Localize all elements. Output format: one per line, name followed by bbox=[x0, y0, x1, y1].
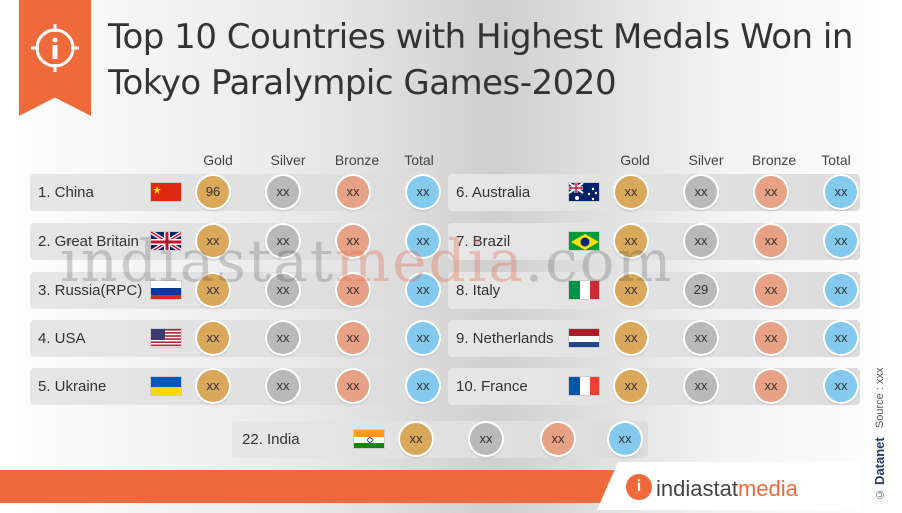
italy-flag bbox=[568, 280, 600, 300]
country-label: 3. Russia(RPC) bbox=[38, 282, 143, 299]
bronze-medal-count: xx bbox=[755, 370, 787, 402]
total-medal-count: xx bbox=[825, 274, 857, 306]
france-flag bbox=[568, 376, 600, 396]
total-medal-count: xx bbox=[825, 225, 857, 257]
netherlands-flag bbox=[568, 328, 600, 348]
ukraine-flag bbox=[150, 376, 182, 396]
country-row: 7. Brazil xx xx xx xx bbox=[448, 223, 860, 260]
header-silver-right: Silver bbox=[688, 152, 724, 168]
total-medal-count: xx bbox=[407, 274, 439, 306]
country-label: 5. Ukraine bbox=[38, 378, 107, 395]
usa-flag bbox=[150, 328, 182, 348]
bronze-medal-count: xx bbox=[542, 423, 574, 455]
silver-medal-count: 29 bbox=[685, 274, 717, 306]
bronze-medal-count: xx bbox=[337, 176, 369, 208]
total-medal-count: xx bbox=[825, 322, 857, 354]
country-row: 4. USA xx xx xx xx bbox=[30, 320, 439, 357]
gold-medal-count: xx bbox=[197, 274, 229, 306]
header-bronze-left: Bronze bbox=[334, 152, 380, 168]
title-line-1: Top 10 Countries with Highest Medals Won… bbox=[108, 17, 853, 57]
gold-medal-count: 96 bbox=[197, 176, 229, 208]
gold-medal-count: xx bbox=[615, 274, 647, 306]
silver-medal-count: xx bbox=[267, 322, 299, 354]
total-medal-count: xx bbox=[407, 225, 439, 257]
silver-medal-count: xx bbox=[267, 370, 299, 402]
country-label: 9. Netherlands bbox=[456, 330, 554, 347]
page-title: Top 10 Countries with Highest Medals Won… bbox=[108, 14, 878, 106]
copyright-symbol: © bbox=[874, 488, 886, 500]
total-medal-count: xx bbox=[407, 176, 439, 208]
silver-medal-count: xx bbox=[267, 225, 299, 257]
bronze-medal-count: xx bbox=[755, 322, 787, 354]
country-row: 8. Italy xx 29 xx xx bbox=[448, 272, 860, 309]
country-label: 10. France bbox=[456, 378, 528, 395]
header-gold-left: Gold bbox=[203, 152, 233, 168]
country-label: 8. Italy bbox=[456, 282, 501, 299]
bronze-medal-count: xx bbox=[755, 225, 787, 257]
silver-medal-count: xx bbox=[685, 322, 717, 354]
bronze-medal-count: xx bbox=[337, 370, 369, 402]
country-row: 10. France xx xx xx xx bbox=[448, 368, 860, 405]
bronze-medal-count: xx bbox=[755, 274, 787, 306]
bronze-medal-count: xx bbox=[337, 225, 369, 257]
country-row: 1. China 96 xx xx xx bbox=[30, 174, 439, 211]
header-bronze-right: Bronze bbox=[751, 152, 797, 168]
bronze-medal-count: xx bbox=[755, 176, 787, 208]
silver-medal-count: xx bbox=[470, 423, 502, 455]
silver-medal-count: xx bbox=[685, 370, 717, 402]
silver-medal-count: xx bbox=[685, 225, 717, 257]
header-gold-right: Gold bbox=[620, 152, 650, 168]
logo-part-2: media bbox=[737, 476, 798, 501]
gold-medal-count: xx bbox=[615, 225, 647, 257]
total-medal-count: xx bbox=[825, 176, 857, 208]
source-text: Source : xxx bbox=[874, 367, 886, 429]
title-line-2: Tokyo Paralympic Games-2020 bbox=[108, 63, 617, 103]
gold-medal-count: xx bbox=[197, 322, 229, 354]
gold-medal-count: xx bbox=[615, 176, 647, 208]
bronze-medal-count: xx bbox=[337, 274, 369, 306]
header-total-left: Total bbox=[404, 152, 434, 168]
country-row: 6. Australia xx xx xx xx bbox=[448, 174, 860, 211]
china-flag bbox=[150, 182, 182, 202]
country-row: 22. India xx xx xx xx bbox=[232, 421, 648, 458]
total-medal-count: xx bbox=[825, 370, 857, 402]
country-label: 2. Great Britain bbox=[38, 233, 139, 250]
logo-info-icon: i bbox=[626, 474, 652, 500]
silver-medal-count: xx bbox=[267, 176, 299, 208]
gold-medal-count: xx bbox=[400, 423, 432, 455]
gold-medal-count: xx bbox=[615, 370, 647, 402]
country-label: 7. Brazil bbox=[456, 233, 511, 250]
header-silver-left: Silver bbox=[270, 152, 306, 168]
source-note: © Datanet Source : xxx bbox=[872, 350, 892, 500]
total-medal-count: xx bbox=[407, 370, 439, 402]
info-ribbon bbox=[19, 0, 91, 116]
country-label: 1. China bbox=[38, 184, 94, 201]
silver-medal-count: xx bbox=[685, 176, 717, 208]
country-row: 9. Netherlands xx xx xx xx bbox=[448, 320, 860, 357]
gold-medal-count: xx bbox=[197, 225, 229, 257]
country-label: 22. India bbox=[242, 431, 300, 448]
datanet-brand: Datanet bbox=[872, 437, 887, 485]
total-medal-count: xx bbox=[609, 423, 641, 455]
country-label: 6. Australia bbox=[456, 184, 531, 201]
total-medal-count: xx bbox=[407, 322, 439, 354]
country-label: 4. USA bbox=[38, 330, 86, 347]
australia-flag bbox=[568, 182, 600, 202]
info-icon bbox=[31, 24, 79, 72]
brazil-flag bbox=[568, 231, 600, 251]
bronze-medal-count: xx bbox=[337, 322, 369, 354]
russia-flag bbox=[150, 280, 182, 300]
gold-medal-count: xx bbox=[615, 322, 647, 354]
india-flag bbox=[353, 429, 385, 449]
uk-flag bbox=[150, 231, 182, 251]
country-row: 3. Russia(RPC) xx xx xx xx bbox=[30, 272, 439, 309]
silver-medal-count: xx bbox=[267, 274, 299, 306]
logo-part-1: indiastat bbox=[656, 476, 738, 501]
logo-text: indiastatmedia bbox=[656, 476, 798, 502]
country-row: 2. Great Britain xx xx xx xx bbox=[30, 223, 439, 260]
header-total-right: Total bbox=[821, 152, 851, 168]
country-row: 5. Ukraine xx xx xx xx bbox=[30, 368, 439, 405]
gold-medal-count: xx bbox=[197, 370, 229, 402]
